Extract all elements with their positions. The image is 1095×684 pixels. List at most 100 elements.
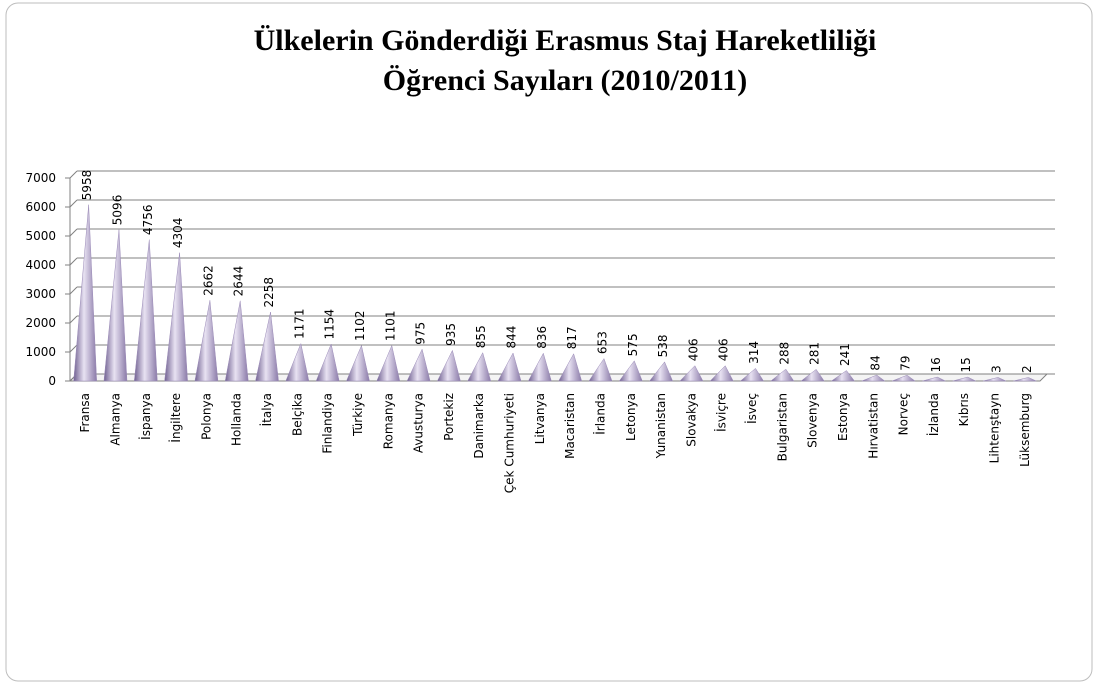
data-label: 15 xyxy=(959,357,973,372)
data-label: 4304 xyxy=(171,218,185,249)
data-label: 1101 xyxy=(383,311,397,342)
x-tick-label: Slovenya xyxy=(806,393,820,448)
bar xyxy=(255,311,279,382)
bar xyxy=(952,376,976,382)
bar xyxy=(497,352,522,382)
bar xyxy=(73,204,97,382)
data-label: 281 xyxy=(808,342,822,365)
data-label: 538 xyxy=(656,334,670,357)
data-label: 406 xyxy=(717,338,731,361)
grid-line xyxy=(69,257,78,266)
x-tick-label: İngiltere xyxy=(168,393,183,443)
bar xyxy=(800,368,825,382)
chart-title: Ülkelerin Gönderdiği Erasmus Staj Hareke… xyxy=(254,24,877,57)
x-tick-label: Türkiye xyxy=(351,393,365,437)
x-tick-label: Polonya xyxy=(199,393,213,440)
data-label: 241 xyxy=(838,343,852,366)
bar xyxy=(406,348,431,382)
y-tick-label: 1000 xyxy=(25,345,56,359)
bar xyxy=(709,365,734,382)
data-label: 975 xyxy=(414,322,428,345)
bar xyxy=(376,344,401,382)
data-label: 2258 xyxy=(262,277,276,308)
data-label: 1154 xyxy=(323,309,337,340)
data-label: 79 xyxy=(899,355,913,370)
data-label: 5958 xyxy=(80,170,94,201)
data-label: 935 xyxy=(444,323,458,346)
bar xyxy=(588,358,613,382)
x-tick-label: İtalya xyxy=(259,393,274,426)
data-label: 3 xyxy=(990,365,1004,373)
x-tick-label: Bulgaristan xyxy=(775,393,789,461)
x-tick-label: Belçika xyxy=(290,393,304,436)
bar xyxy=(315,343,340,382)
chart-border xyxy=(5,2,1093,682)
data-label: 314 xyxy=(747,341,761,364)
grid-line xyxy=(69,199,78,208)
grid-line xyxy=(69,286,78,295)
x-tick-label: Litvanya xyxy=(533,393,547,444)
grid-line xyxy=(69,344,78,353)
x-tick-label: Almanya xyxy=(108,393,122,446)
bar xyxy=(103,229,128,382)
x-tick-label: Macaristan xyxy=(563,393,577,459)
x-tick-label: İspanya xyxy=(138,393,153,440)
bar xyxy=(649,361,673,382)
bar xyxy=(346,344,370,382)
x-tick-label: Lüksemburg xyxy=(1018,393,1032,467)
bar xyxy=(224,300,249,382)
x-tick-label: Kıbrıs xyxy=(957,393,971,426)
data-label: 844 xyxy=(505,326,519,349)
x-tick-label: Norveç xyxy=(897,393,911,435)
y-tick-label: 5000 xyxy=(25,229,56,243)
bar xyxy=(891,374,916,382)
bar xyxy=(679,365,704,382)
x-tick-label: Lihtenştayn xyxy=(988,393,1002,463)
y-tick-label: 4000 xyxy=(25,258,56,272)
x-tick-label: İzlanda xyxy=(926,393,941,436)
y-tick-label: 2000 xyxy=(25,316,56,330)
data-label: 2644 xyxy=(232,266,246,297)
data-label: 2662 xyxy=(201,265,215,296)
bar xyxy=(467,352,492,382)
x-tick-label: İsviçre xyxy=(714,393,729,432)
bar xyxy=(436,349,461,382)
bar xyxy=(618,360,643,382)
x-tick-label: Estonya xyxy=(836,393,850,441)
data-label: 575 xyxy=(626,333,640,356)
x-tick-label: İrlanda xyxy=(592,393,607,435)
data-label: 855 xyxy=(474,325,488,348)
bar xyxy=(164,252,188,382)
y-tick-label: 6000 xyxy=(25,200,56,214)
grid-line xyxy=(69,228,78,237)
bar xyxy=(830,370,855,382)
data-label: 4756 xyxy=(141,205,155,236)
x-tick-label: Slovakya xyxy=(684,393,698,447)
data-label: 84 xyxy=(868,355,882,370)
data-label: 406 xyxy=(686,338,700,361)
bar xyxy=(285,342,310,382)
y-tick-label: 3000 xyxy=(25,287,56,301)
data-label: 16 xyxy=(929,357,943,372)
chart-title: Öğrenci Sayıları (2010/2011) xyxy=(383,64,747,97)
bar xyxy=(770,368,795,382)
x-tick-label: Danimarka xyxy=(472,393,486,459)
bar xyxy=(922,376,946,382)
x-tick-label: Finlandiya xyxy=(321,393,335,454)
data-label: 817 xyxy=(565,326,579,349)
x-tick-label: İsveç xyxy=(744,393,759,424)
data-label: 1102 xyxy=(353,310,367,341)
x-tick-label: Letonya xyxy=(624,393,638,441)
x-tick-label: Çek Cumhuriyeti xyxy=(503,393,517,493)
x-tick-label: Yunanistan xyxy=(654,393,668,459)
bar xyxy=(194,300,219,382)
y-tick-label: 0 xyxy=(48,374,56,388)
x-tick-label: Avusturya xyxy=(412,393,426,453)
data-label: 5096 xyxy=(110,195,124,226)
bar xyxy=(1013,377,1037,382)
bar xyxy=(982,377,1007,382)
x-tick-label: Hollanda xyxy=(230,393,244,446)
y-tick-label: 7000 xyxy=(25,171,56,185)
grid-line xyxy=(69,315,78,324)
x-tick-label: Fransa xyxy=(78,393,92,433)
